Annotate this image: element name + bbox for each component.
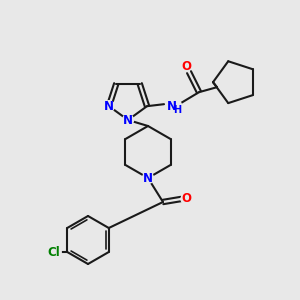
Circle shape [122,115,134,125]
Text: N: N [104,100,114,113]
Circle shape [181,194,191,204]
Text: O: O [181,193,191,206]
Circle shape [166,99,182,115]
Circle shape [142,172,154,184]
Text: Cl: Cl [48,245,61,259]
Circle shape [181,61,191,71]
Circle shape [103,101,115,112]
Circle shape [47,245,61,259]
Text: N: N [143,172,153,184]
Text: N: N [123,113,133,127]
Text: N: N [167,100,177,113]
Text: H: H [173,105,181,115]
Text: O: O [181,60,191,73]
